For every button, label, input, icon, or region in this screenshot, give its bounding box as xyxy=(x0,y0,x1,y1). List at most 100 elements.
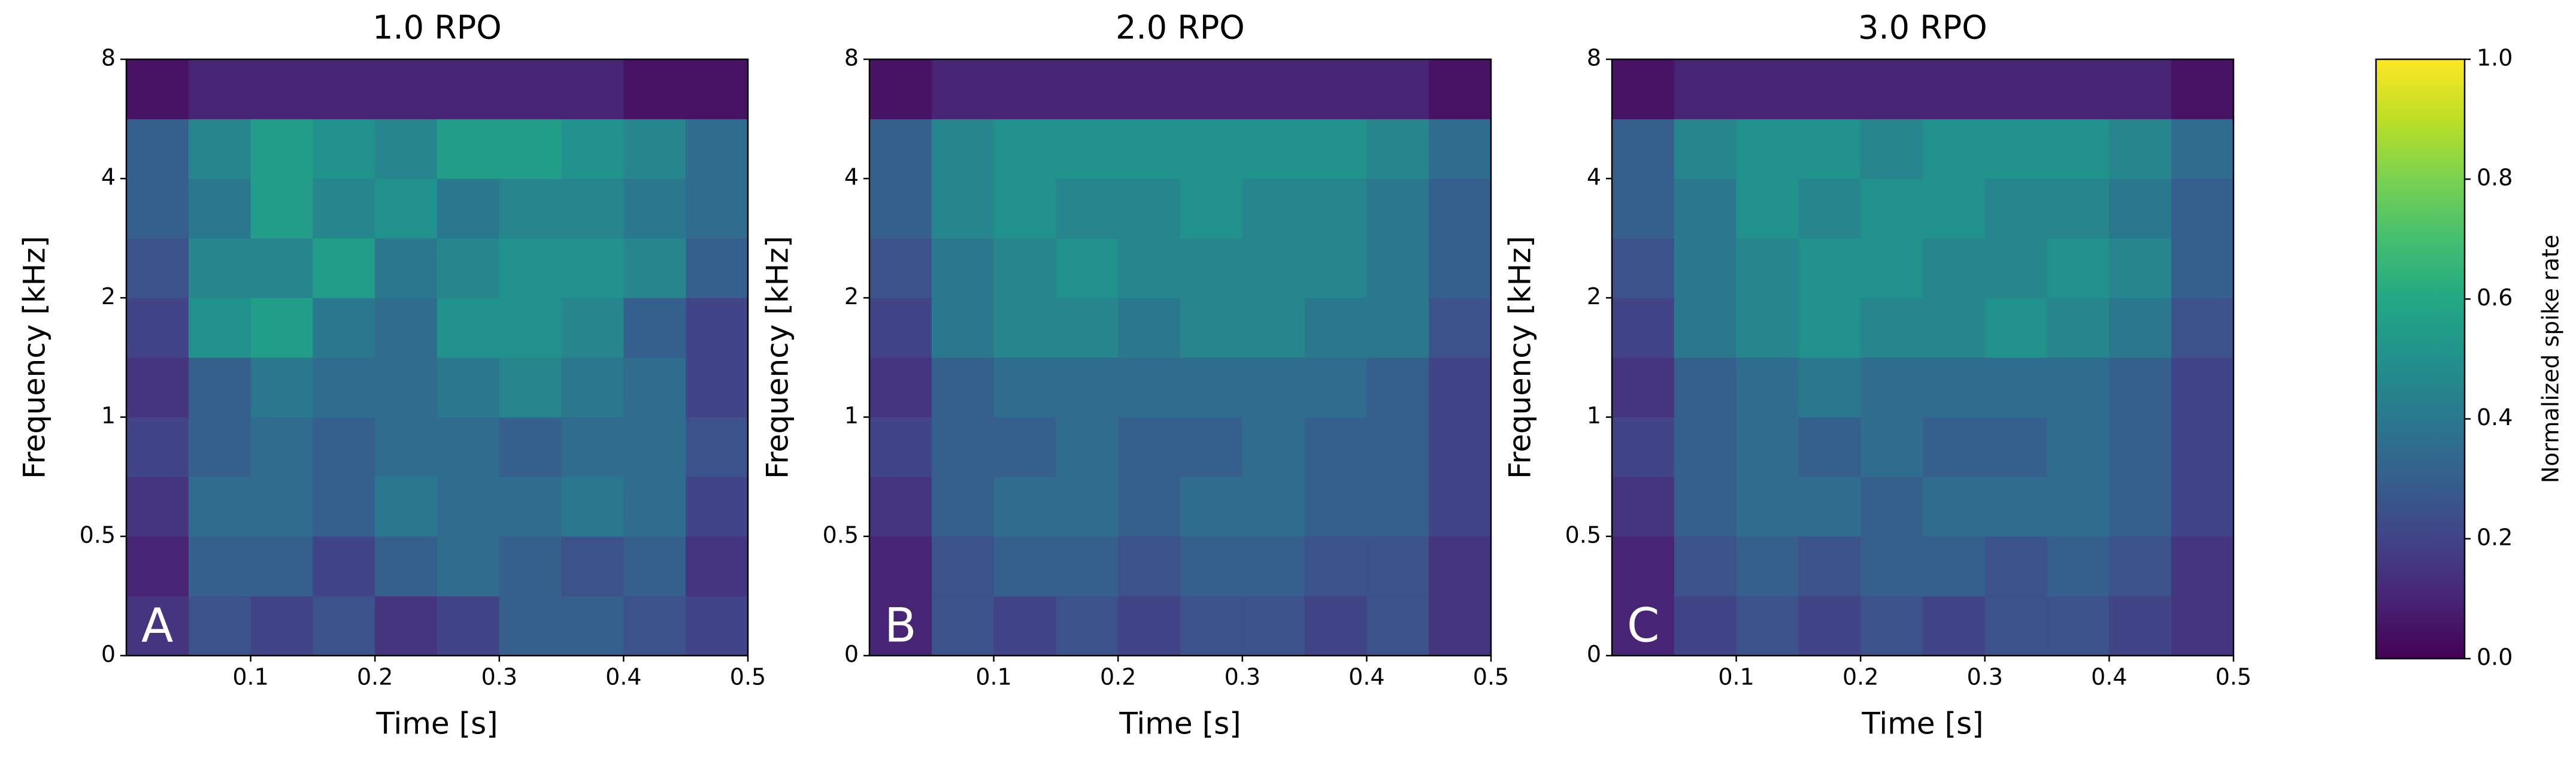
heatmap-cell xyxy=(1798,238,1861,298)
heatmap-cell xyxy=(499,596,562,656)
colorbar-tick-label: 0.6 xyxy=(2477,284,2513,311)
heatmap-cell xyxy=(437,357,500,418)
heatmap-cell xyxy=(1674,298,1737,358)
axes-frame xyxy=(125,58,749,657)
heatmap-cell xyxy=(1366,536,1429,596)
heatmap-cell xyxy=(1118,298,1181,358)
heatmap-cell xyxy=(686,59,748,120)
heatmap-cell xyxy=(1923,119,1986,179)
panel-letter: A xyxy=(141,599,173,653)
heatmap-cell xyxy=(188,238,251,298)
heatmap-cell xyxy=(2047,59,2110,120)
heatmap-cell xyxy=(499,536,562,596)
heatmap-cell xyxy=(1242,536,1305,596)
heatmap-cell xyxy=(1923,178,1986,239)
heatmap-cell xyxy=(1429,178,1492,239)
heatmap-cell xyxy=(1118,238,1181,298)
heatmap-cell xyxy=(1180,59,1243,120)
heatmap-cell xyxy=(499,119,562,179)
heatmap-cell xyxy=(1366,357,1429,418)
heatmap-cell xyxy=(686,417,748,477)
heatmap-cell xyxy=(2047,417,2110,477)
heatmap-cell xyxy=(1242,596,1305,656)
heatmap-cell xyxy=(1118,357,1181,418)
heatmap-cell xyxy=(375,238,438,298)
heatmap-cell xyxy=(931,238,995,298)
heatmap-cell xyxy=(1984,298,2048,358)
y-tick-label: 4 xyxy=(844,164,859,190)
heatmap-cell xyxy=(561,119,624,179)
heatmap-cell xyxy=(250,477,313,537)
heatmap-cell xyxy=(188,417,251,477)
heatmap-cell xyxy=(2171,238,2234,298)
heatmap-cell xyxy=(1798,357,1861,418)
heatmap-cell xyxy=(1674,357,1737,418)
heatmap-cell xyxy=(499,178,562,239)
y-tick-label: 2 xyxy=(1587,283,1601,310)
heatmap-cell xyxy=(1242,417,1305,477)
heatmap-cell xyxy=(1984,596,2048,656)
heatmap-cell xyxy=(313,178,375,239)
heatmap-cell xyxy=(1736,477,1799,537)
heatmap-cell xyxy=(1118,596,1181,656)
heatmap-cell xyxy=(993,178,1056,239)
heatmap-cell xyxy=(2109,178,2172,239)
heatmap-cell xyxy=(869,477,932,537)
heatmap-cell xyxy=(869,596,932,656)
x-tick-label: 0.1 xyxy=(232,664,268,690)
y-axis-label: Frequency [kHz] xyxy=(1503,236,1538,479)
heatmap-cell xyxy=(686,596,748,656)
heatmap-cell xyxy=(1304,536,1367,596)
heatmap-cell xyxy=(869,357,932,418)
heatmap-cell xyxy=(375,596,438,656)
heatmap-cell xyxy=(1304,596,1367,656)
heatmap-cell xyxy=(250,536,313,596)
heatmap-cells xyxy=(126,59,748,656)
axes-frame xyxy=(1611,58,2235,657)
heatmap-cell xyxy=(1366,298,1429,358)
heatmap-cell xyxy=(1056,59,1119,120)
heatmap-cell xyxy=(561,357,624,418)
heatmap-cell xyxy=(1798,178,1861,239)
heatmap-cell xyxy=(1798,59,1861,120)
heatmap-cell xyxy=(375,357,438,418)
heatmap-cell xyxy=(561,417,624,477)
heatmap-cell xyxy=(313,298,375,358)
heatmap-cell xyxy=(931,178,995,239)
heatmap-cell xyxy=(931,298,995,358)
heatmap-cell xyxy=(1674,417,1737,477)
heatmap-cell xyxy=(993,298,1056,358)
y-tick-label: 0 xyxy=(101,641,116,668)
heatmap-cell xyxy=(623,536,686,596)
heatmap-cell xyxy=(1860,417,1923,477)
heatmap-cell xyxy=(1304,298,1367,358)
y-tick-label: 1 xyxy=(844,402,859,429)
heatmap-cell xyxy=(1118,417,1181,477)
heatmap-cell xyxy=(437,477,500,537)
heatmap-cell xyxy=(1984,477,2048,537)
chart-title: 3.0 RPO xyxy=(1858,9,1987,47)
y-tick-label: 0.5 xyxy=(1565,522,1601,548)
heatmap-cell xyxy=(931,596,995,656)
heatmap-cell xyxy=(1242,59,1305,120)
heatmap-cell xyxy=(1056,298,1119,358)
heatmap-cell xyxy=(1674,59,1737,120)
heatmap-cell xyxy=(1984,59,2048,120)
heatmap-cell xyxy=(1860,59,1923,120)
heatmap-cell xyxy=(126,417,189,477)
heatmap-cell xyxy=(1056,417,1119,477)
heatmap-cell xyxy=(1366,178,1429,239)
heatmap-cell xyxy=(188,596,251,656)
heatmap-cell xyxy=(1612,59,1675,120)
panel-letter: B xyxy=(884,599,917,653)
x-axis-label: Time [s] xyxy=(1119,707,1241,741)
heatmap-cell xyxy=(869,59,932,120)
heatmap-cell xyxy=(1674,596,1737,656)
heatmap-cell xyxy=(499,238,562,298)
heatmap-cell xyxy=(126,119,189,179)
heatmap-cell xyxy=(1984,357,2048,418)
heatmap-cell xyxy=(2171,536,2234,596)
heatmap-cell xyxy=(188,178,251,239)
heatmap-cell xyxy=(1366,238,1429,298)
heatmap-cell xyxy=(561,238,624,298)
